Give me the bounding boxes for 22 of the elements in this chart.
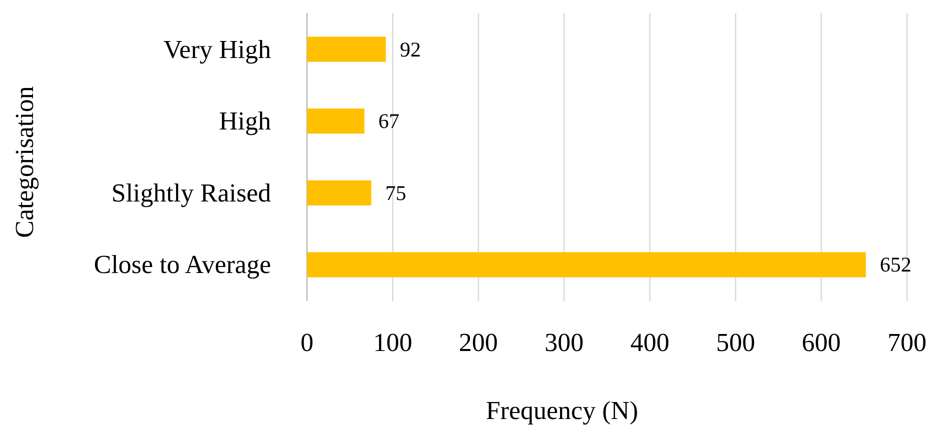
data-label: 92	[400, 37, 421, 62]
y-tick-label: Very High	[163, 34, 271, 64]
x-tick-label: 600	[802, 328, 841, 357]
data-label: 75	[385, 180, 406, 205]
x-tick-label: 200	[458, 328, 498, 357]
data-label: 67	[378, 109, 400, 134]
y-tick-label: Slightly Raised	[111, 178, 271, 208]
x-tick-label: 400	[630, 328, 670, 357]
x-tick-label: 300	[544, 328, 584, 357]
bar	[307, 252, 866, 278]
y-tick-label: Close to Average	[94, 250, 271, 280]
x-tick-label: 700	[888, 328, 926, 357]
data-label: 652	[880, 252, 912, 277]
x-axis-title: Frequency (N)	[486, 396, 638, 425]
x-tick-label: 500	[716, 328, 756, 357]
bar	[307, 180, 372, 206]
bar	[307, 36, 386, 62]
x-tick-label: 0	[300, 328, 314, 357]
y-tick-label: High	[219, 106, 271, 136]
y-axis-title: Categorisation	[10, 86, 39, 238]
bar	[307, 108, 364, 134]
x-tick-label: 100	[373, 328, 412, 357]
